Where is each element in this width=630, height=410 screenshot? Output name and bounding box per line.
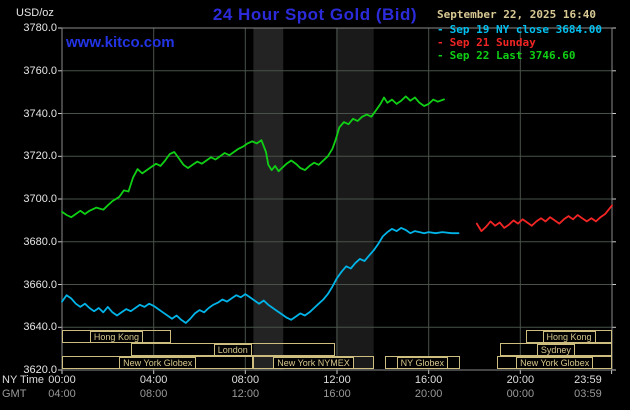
session-label: New York Globex xyxy=(119,356,197,369)
legend-marker: - xyxy=(437,49,444,62)
legend-item: - Sep 21 Sunday xyxy=(437,36,602,49)
legend-item: - Sep 22 Last 3746.60 xyxy=(437,49,602,62)
x-axis-label-ny: 00:00 xyxy=(48,374,76,386)
y-axis-label: 3700.0 xyxy=(23,193,57,205)
series-line-sep-19-ny-close xyxy=(61,226,460,324)
legend-marker: - xyxy=(437,36,444,49)
series-line-sep-21-sunday xyxy=(475,204,613,233)
legend-label: Sep 19 NY close 3684.00 xyxy=(449,23,602,36)
session-box: NY Globex xyxy=(385,356,460,369)
session-box: Hong Kong xyxy=(526,330,612,343)
legend: - Sep 19 NY close 3684.00- Sep 21 Sunday - S… xyxy=(437,23,602,62)
session-label: NY Globex xyxy=(396,356,449,369)
chart-datetime: September 22, 2025 16:40 xyxy=(437,8,596,21)
legend-marker: - xyxy=(437,23,444,36)
plot-frame xyxy=(61,27,613,371)
session-label: New York NYMEX xyxy=(273,356,354,369)
x-axis-gmt-labels: 04:00 08:00 12:00 16:00 20:00 00:00 03:59 xyxy=(0,388,630,401)
session-label: New York Globex xyxy=(516,356,594,369)
session-label: Hong Kong xyxy=(89,330,143,343)
gmt-row-label: GMT xyxy=(2,388,27,400)
x-axis-label-ny: 23:59 xyxy=(574,374,602,386)
session-box: New York Globex xyxy=(497,356,612,369)
x-axis-label-ny: 12:00 xyxy=(323,374,351,386)
x-axis-label-ny: 08:00 xyxy=(231,374,260,386)
legend-item: - Sep 19 NY close 3684.00 xyxy=(437,23,602,36)
session-box: Sydney xyxy=(499,343,612,356)
x-axis-label-ny: 20:00 xyxy=(506,374,535,386)
session-box: London xyxy=(130,343,335,356)
session-label: London xyxy=(213,343,252,356)
x-axis-label-gmt: 04:00 xyxy=(48,388,76,400)
session-label: Hong Kong xyxy=(542,330,596,343)
y-axis-label: 3620.0 xyxy=(23,364,57,376)
session-box: New York Globex xyxy=(62,356,254,369)
x-axis-ny-labels: 00:00 04:00 08:00 12:00 16:00 20:00 23:59 xyxy=(0,374,630,387)
session-box: New York NYMEX xyxy=(253,356,374,369)
x-axis-label-gmt: 12:00 xyxy=(231,388,260,400)
legend-label: Sep 21 Sunday xyxy=(449,36,536,49)
x-axis-label-gmt: 00:00 xyxy=(506,388,535,400)
y-axis-label: 3780.0 xyxy=(23,22,57,34)
y-axis-label: 3760.0 xyxy=(23,64,57,77)
legend-label: Sep 22 Last 3746.60 xyxy=(449,49,576,62)
ny-time-row-label: NY Time xyxy=(2,374,44,386)
chart-title: 24 Hour Spot Gold (Bid) xyxy=(212,5,418,24)
session-label: Sydney xyxy=(536,343,575,356)
y-axis-label: 3720.0 xyxy=(23,150,57,163)
y-axis-label: 3680.0 xyxy=(23,235,57,248)
x-axis-label-gmt: 08:00 xyxy=(139,388,168,400)
kitco-watermark: www.kitco.com xyxy=(66,34,175,51)
x-axis-label-ny: 04:00 xyxy=(139,374,168,386)
y-axis-label: 3740.0 xyxy=(23,107,57,120)
y-axis-unit-label: USD/oz xyxy=(16,7,54,19)
series-line-sep-22-last xyxy=(61,95,445,219)
y-axis-label: 3640.0 xyxy=(23,321,57,334)
x-axis-label-gmt: 16:00 xyxy=(323,388,351,400)
x-axis-label-gmt: 03:59 xyxy=(574,388,602,400)
y-axis-label: 3660.0 xyxy=(23,278,57,291)
x-axis-label-ny: 16:00 xyxy=(414,374,443,386)
session-box: Hong Kong xyxy=(62,330,171,343)
x-axis-label-gmt: 20:00 xyxy=(414,388,443,400)
